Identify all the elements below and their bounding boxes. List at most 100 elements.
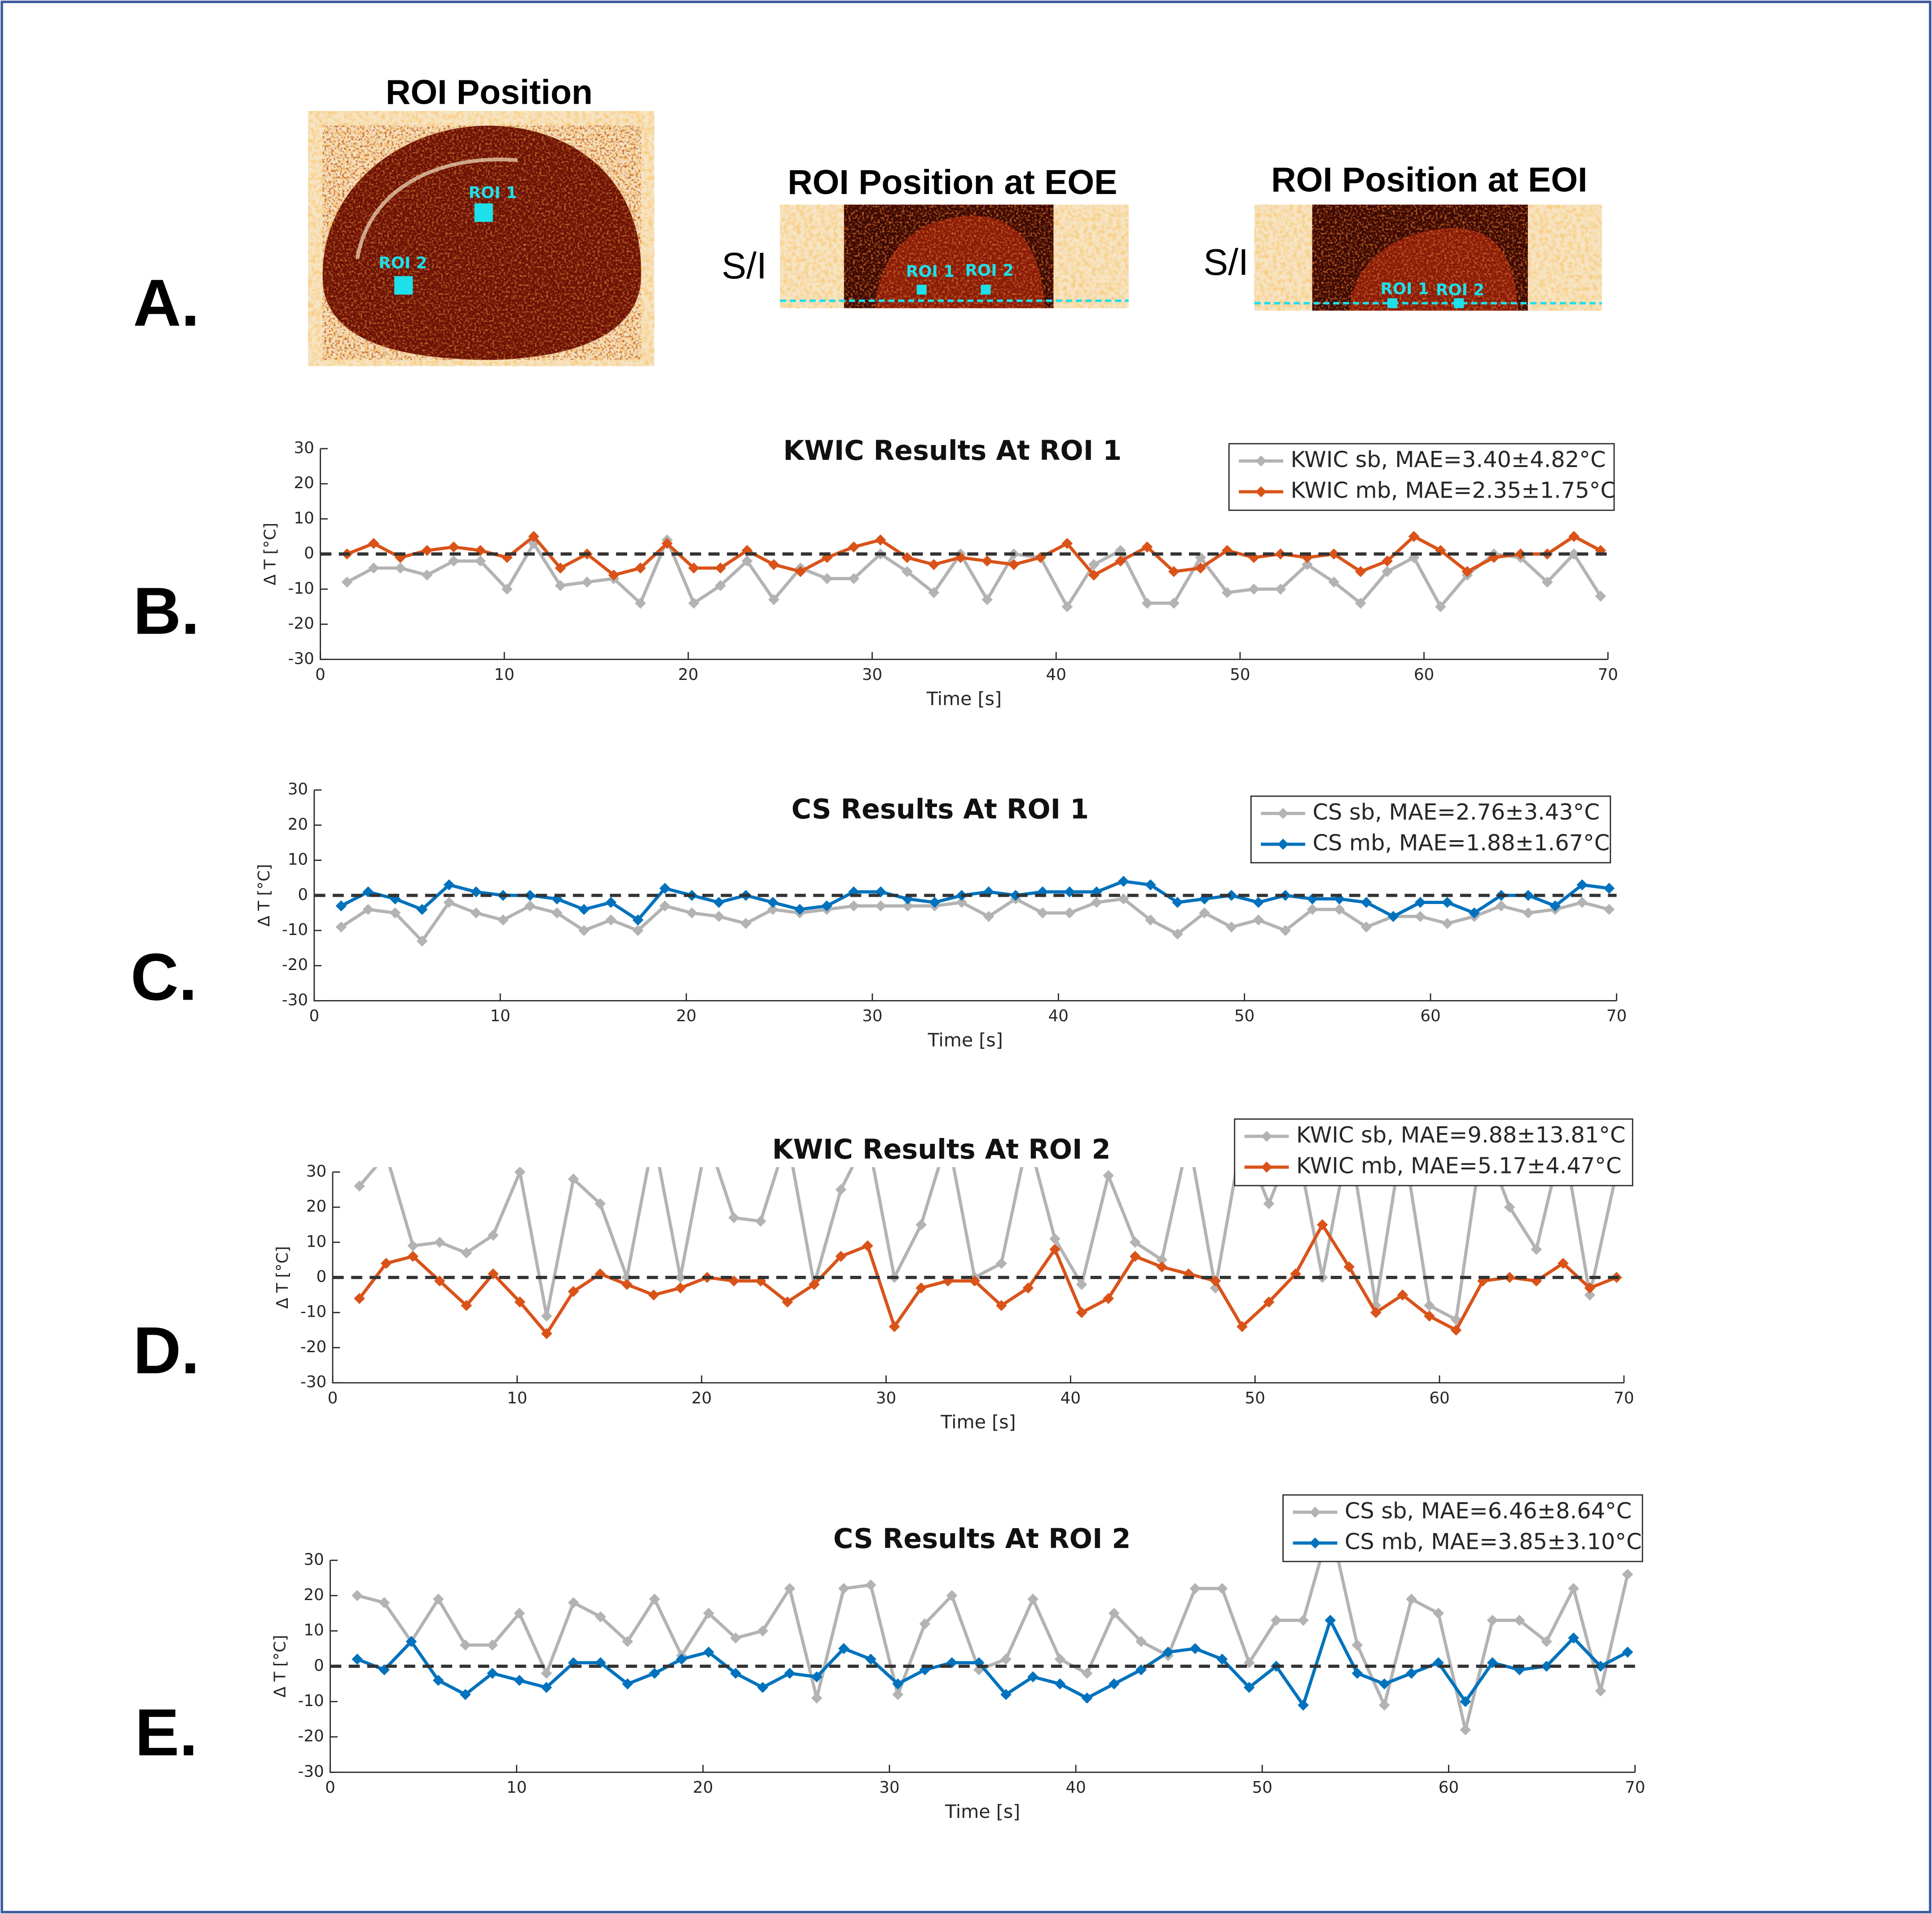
x-tick-label: 60 [1439,1778,1459,1797]
y-tick-label: -20 [282,956,308,974]
data-point [621,1272,633,1283]
data-point [648,1289,660,1301]
plot-content [335,876,1615,947]
data-point [1496,900,1507,912]
data-point [919,1618,931,1630]
roi-label: ROI 1 [1380,280,1429,298]
data-point [405,1636,417,1647]
y-tick-label: 0 [304,544,314,563]
data-point [1414,911,1426,922]
data-point [443,879,455,891]
x-tick-label: 40 [1065,1778,1086,1797]
series-line [346,538,1602,609]
mri-coronal-eoi [1254,204,1602,311]
data-point [475,555,486,567]
legend-marker [1255,455,1267,467]
x-tick-label: 0 [315,666,326,684]
y-tick-label: 0 [314,1656,324,1675]
data-point [1584,1289,1596,1301]
y-axis-label: Δ T [°C] [261,523,280,585]
data-point [1541,1660,1552,1672]
data-point [1076,1279,1087,1290]
data-point [1568,1583,1579,1594]
x-tick-label: 70 [1606,1007,1627,1025]
data-point [865,1654,876,1665]
data-point [928,587,940,599]
y-tick-label: -30 [300,1373,326,1391]
x-axis-label: Time [s] [926,688,1002,710]
data-point [621,1279,633,1290]
x-tick-label: 0 [325,1778,335,1797]
data-point [675,1282,686,1294]
roi-label: ROI 2 [965,261,1014,280]
data-point [1027,1593,1039,1605]
series-line [356,1555,1629,1732]
y-tick-label: -10 [288,579,314,598]
legend-label: KWIC sb, MAE=9.88±13.81°C [1296,1122,1625,1148]
data-point [902,900,914,912]
data-point [1027,1671,1039,1683]
chart-title: KWIC Results At ROI 1 [783,435,1122,467]
data-point [703,1607,714,1619]
data-point [416,904,428,915]
data-point [514,1296,526,1308]
data-point [1584,1282,1596,1294]
data-point [946,1590,958,1601]
data-point [659,900,671,912]
panel-label: A. [133,266,199,340]
data-point [1414,897,1426,908]
data-point [892,1689,903,1700]
data-point [1076,1307,1087,1319]
legend-box [1282,1494,1643,1562]
data-point [676,1654,687,1665]
data-point [1603,882,1615,894]
data-point [1406,1667,1417,1679]
data-point [1037,907,1048,919]
y-tick-label: 20 [306,1197,326,1216]
image-title: ROI Position [386,73,593,112]
axis-label: S/I [722,245,767,287]
series-line [346,534,1602,577]
data-point [767,897,779,908]
y-tick-label: 30 [304,1550,324,1569]
data-point [875,900,886,912]
y-tick-label: -30 [298,1762,324,1781]
data-point [956,897,968,908]
data-point [1576,897,1588,908]
chart-title: CS Results At ROI 2 [833,1523,1131,1555]
x-tick-label: 60 [1414,666,1434,684]
data-point [1622,1569,1633,1580]
legend-label: KWIC mb, MAE=2.35±1.75°C [1290,477,1615,503]
y-tick-label: 30 [306,1162,326,1181]
y-tick-label: -30 [282,991,308,1009]
data-point [622,1636,634,1647]
y-tick-label: 30 [288,780,308,798]
data-point [1221,587,1233,599]
data-point [1378,1699,1390,1711]
x-tick-label: 60 [1420,1007,1440,1025]
x-tick-label: 20 [678,666,698,684]
data-point [622,1678,634,1690]
x-tick-label: 0 [309,1007,319,1025]
data-point [352,1654,363,1665]
roi-label: ROI 1 [906,263,955,281]
data-point [659,882,671,894]
x-tick-label: 30 [876,1389,896,1407]
data-point [378,1597,390,1609]
data-point [1406,1593,1417,1605]
x-tick-label: 30 [879,1778,899,1797]
y-tick-label: 0 [298,886,308,904]
legend-marker [1309,1537,1321,1549]
data-point [915,1282,927,1294]
y-axis-label: Δ T [°C] [255,864,273,926]
data-point [811,1692,823,1704]
roi-label: ROI 2 [378,254,427,272]
data-point [675,1272,686,1283]
legend-marker [1277,838,1289,850]
y-tick-label: 30 [294,439,314,457]
x-axis-label: Time [s] [940,1411,1016,1433]
x-axis-label: Time [s] [945,1801,1020,1822]
legend-label: CS sb, MAE=6.46±8.64°C [1345,1498,1632,1524]
data-point [730,1667,741,1679]
x-tick-label: 70 [1625,1778,1645,1797]
